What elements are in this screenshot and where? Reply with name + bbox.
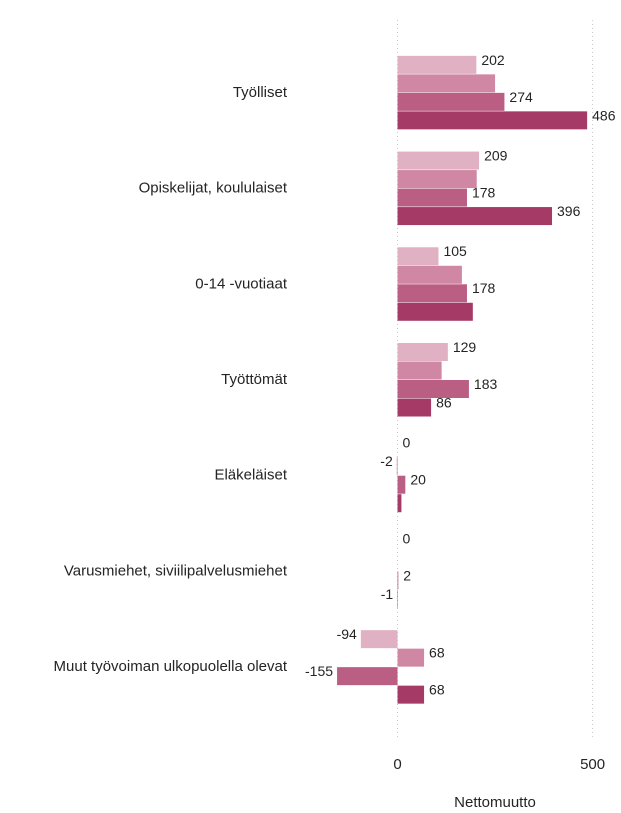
y-tick-label: Opiskelijat, koululaiset — [139, 180, 288, 197]
bar — [397, 170, 477, 189]
bar — [397, 92, 505, 111]
value-label: 20 — [410, 472, 426, 488]
value-label: 486 — [592, 107, 616, 123]
bar — [397, 685, 425, 704]
bar — [397, 284, 467, 303]
bar — [396, 457, 398, 476]
bar — [397, 207, 553, 226]
value-label: 68 — [429, 682, 445, 698]
value-label: -94 — [337, 626, 357, 642]
bar — [397, 494, 402, 513]
value-label: 178 — [472, 280, 496, 296]
value-label: 0 — [403, 530, 411, 546]
value-label: 183 — [474, 376, 498, 392]
value-label: 68 — [429, 645, 445, 661]
value-label: 209 — [484, 148, 508, 164]
bar — [397, 380, 469, 398]
value-label: 129 — [453, 339, 477, 355]
value-label: 396 — [557, 203, 581, 219]
value-label: 105 — [443, 243, 467, 259]
value-label: 86 — [436, 394, 452, 410]
bar — [397, 74, 496, 93]
bar — [397, 361, 442, 380]
value-label: -2 — [380, 453, 393, 469]
bar — [397, 571, 399, 590]
bar — [360, 630, 398, 649]
y-tick-label: Varusmiehet, siviilipalvelusmiehet — [64, 562, 288, 579]
x-tick-label: 500 — [580, 756, 605, 773]
y-tick-label: Työttömät — [221, 371, 288, 388]
x-tick-label: 0 — [393, 756, 401, 773]
y-tick-label: Työlliset — [233, 84, 288, 101]
bar — [337, 667, 398, 686]
x-axis-title: Nettomuutto — [454, 794, 536, 811]
bar — [397, 55, 477, 74]
y-tick-label: Eläkeläiset — [214, 467, 287, 484]
bar — [397, 247, 439, 266]
value-label: 178 — [472, 185, 496, 201]
bar — [397, 343, 448, 361]
value-label: -1 — [381, 586, 394, 602]
y-tick-label: 0-14 -vuotiaat — [195, 275, 288, 292]
value-label: 2 — [403, 567, 411, 583]
bar — [397, 398, 432, 417]
y-tick-label: Muut työvoiman ulkopuolella olevat — [54, 658, 288, 675]
bar — [397, 648, 425, 667]
bar — [397, 302, 473, 321]
value-label: 202 — [481, 52, 505, 68]
bar — [397, 475, 406, 494]
value-label: 274 — [509, 89, 533, 105]
bar — [397, 111, 588, 130]
value-label: -155 — [305, 663, 333, 679]
value-label: 0 — [403, 435, 411, 451]
bar — [397, 265, 462, 284]
bar — [397, 188, 467, 207]
bar — [397, 151, 480, 170]
